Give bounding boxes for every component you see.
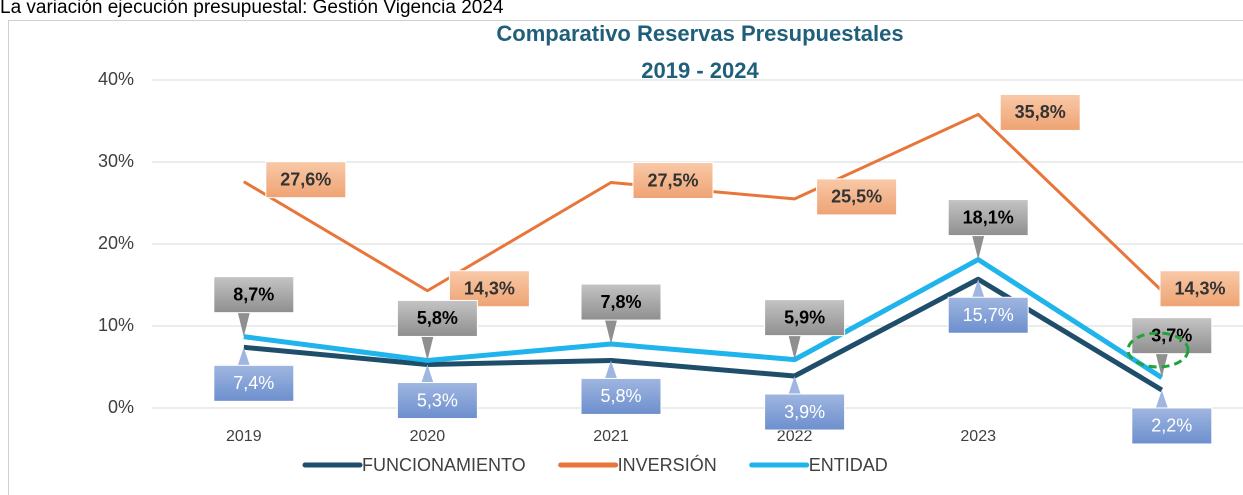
data-label: 14,3% <box>1174 278 1225 298</box>
label-callout <box>421 364 434 383</box>
label-callout <box>237 347 250 366</box>
highlight-ring <box>1126 331 1190 369</box>
chart-title: Comparativo Reservas Presupuestales <box>496 21 903 46</box>
chart-subtitle: 2019 - 2024 <box>641 58 759 83</box>
data-label: 3,7% <box>1151 325 1192 345</box>
label-callout <box>421 336 434 361</box>
x-tick-label: 2019 <box>226 428 262 445</box>
data-label: 5,8% <box>600 386 641 406</box>
chart-frame <box>8 20 1243 495</box>
data-label: 3,9% <box>784 402 825 422</box>
label-callout <box>605 320 617 345</box>
data-label: 35,8% <box>1015 102 1066 122</box>
x-tick-label: 2020 <box>410 428 446 445</box>
label-callout <box>1155 389 1168 408</box>
data-label: 5,9% <box>784 307 825 327</box>
label-box <box>1131 317 1213 355</box>
data-label: 2,2% <box>1151 416 1192 436</box>
data-label: 18,1% <box>963 207 1014 227</box>
label-callout <box>237 312 250 337</box>
legend-label: INVERSIÓN <box>618 454 717 475</box>
y-tick-label: 30% <box>98 151 134 171</box>
label-callout <box>788 376 801 395</box>
data-label: 7,4% <box>233 373 274 393</box>
label-callout <box>605 360 617 379</box>
data-line <box>243 257 1164 380</box>
label-box <box>764 393 846 431</box>
label-box <box>213 364 295 402</box>
label-box <box>265 161 347 199</box>
x-tick-label: 2023 <box>960 428 996 445</box>
x-tick-label: 2022 <box>777 428 813 445</box>
label-box <box>632 162 714 199</box>
label-box <box>213 276 295 314</box>
data-label: 14,3% <box>464 278 515 298</box>
label-box <box>580 377 662 415</box>
data-label: 5,8% <box>417 308 458 328</box>
label-callout <box>972 279 985 298</box>
data-label: 8,7% <box>233 284 274 304</box>
label-box <box>816 178 898 216</box>
y-tick-label: 10% <box>98 315 134 335</box>
x-tick-label: 2021 <box>593 428 629 445</box>
data-label: 27,5% <box>647 170 698 190</box>
label-box <box>947 296 1029 334</box>
data-label: 15,7% <box>963 305 1014 325</box>
label-box <box>1131 407 1213 445</box>
label-box <box>396 299 478 337</box>
legend-label: FUNCIONAMIENTO <box>362 455 526 475</box>
label-box <box>999 93 1081 131</box>
label-box <box>580 283 662 321</box>
data-label: 27,6% <box>280 169 331 189</box>
y-tick-label: 40% <box>98 69 134 89</box>
label-callout <box>788 335 801 360</box>
data-label: 7,8% <box>600 292 641 312</box>
label-box <box>947 199 1029 237</box>
page-heading: La variación ejecución presupuestal: Ges… <box>0 0 504 18</box>
label-callout <box>972 235 985 260</box>
label-box <box>764 299 846 337</box>
legend-label: ENTIDAD <box>809 455 888 475</box>
data-label: 5,3% <box>417 390 458 410</box>
y-tick-label: 0% <box>108 397 134 417</box>
y-tick-label: 20% <box>98 233 134 253</box>
data-label: 25,5% <box>831 187 882 207</box>
label-box <box>396 382 478 420</box>
label-box <box>1159 270 1241 308</box>
